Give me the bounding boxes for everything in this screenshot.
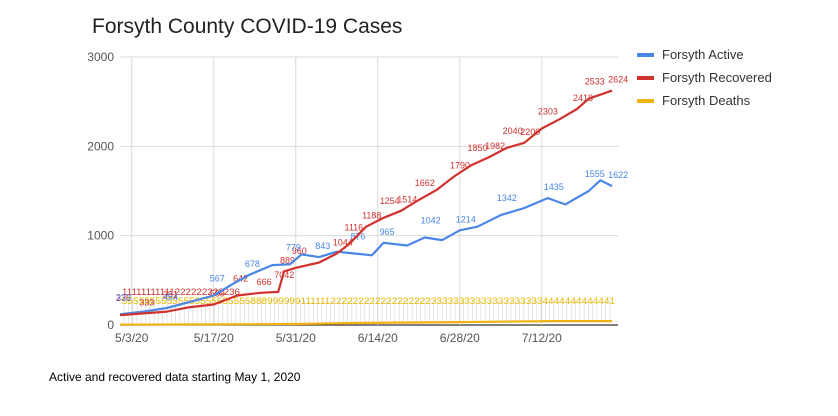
series-line-3 <box>119 320 613 326</box>
data-label: 1188 <box>362 211 381 221</box>
data-label: 889 <box>280 255 295 265</box>
y-tick-label: 1000 <box>87 229 114 243</box>
data-label: 333 <box>116 292 131 302</box>
data-label: 333 <box>139 297 154 307</box>
data-label: 1042 <box>421 215 441 225</box>
data-label: 965 <box>380 227 395 237</box>
data-label: 2303 <box>538 106 558 116</box>
data-label: 1514 <box>397 195 417 205</box>
x-tick-label: 7/12/20 <box>522 331 562 345</box>
data-label: 1435 <box>544 182 564 192</box>
data-label: 1555 <box>585 169 605 179</box>
footnote: Active and recovered data starting May 1… <box>49 370 301 384</box>
data-label: 1622 <box>608 170 628 180</box>
data-label: 7042 <box>274 270 294 280</box>
data-label: 2200 <box>520 127 540 137</box>
data-label: 381 <box>163 290 178 300</box>
x-tick-label: 6/28/20 <box>440 331 480 345</box>
legend-label: Forsyth Deaths <box>662 93 751 108</box>
data-label: 2624 <box>608 75 628 85</box>
grid <box>120 56 618 326</box>
data-label: 1662 <box>415 178 435 188</box>
legend-swatch <box>637 76 654 80</box>
chart-title: Forsyth County COVID-19 Cases <box>92 15 402 38</box>
y-tick-label: 2000 <box>87 139 114 153</box>
data-label: 1214 <box>456 214 476 224</box>
legend-label: Forsyth Active <box>662 47 744 62</box>
data-label: 236 <box>116 293 131 303</box>
data-label: 1342 <box>497 193 517 203</box>
data-label: 666 <box>257 277 272 287</box>
data-label: 1790 <box>450 161 470 171</box>
data-label: 1254 <box>380 196 400 206</box>
axis-ticks: 0 1000 2000 3000 5/3/20 5/17/20 5/31/20 6/14/20… <box>87 50 562 345</box>
legend: Forsyth Active Forsyth Recovered Forsyth D… <box>637 47 772 108</box>
x-tick-label: 5/31/20 <box>276 331 316 345</box>
data-label: 1044 <box>333 238 353 248</box>
data-label: 454 <box>163 292 178 302</box>
data-label: 2418 <box>573 93 593 103</box>
x-tick-label: 5/3/20 <box>115 331 149 345</box>
data-label: 1982 <box>485 141 505 151</box>
legend-label: Forsyth Recovered <box>662 70 772 85</box>
series-line-2 <box>119 89 613 317</box>
series-lines <box>119 89 613 326</box>
data-label: 678 <box>245 259 260 269</box>
x-tick-label: 5/17/20 <box>194 331 234 345</box>
x-tick-label: 6/14/20 <box>358 331 398 345</box>
data-label: 567 <box>210 274 225 284</box>
data-label: 843 <box>315 241 330 251</box>
y-tick-label: 0 <box>107 318 114 332</box>
data-label: 2533 <box>585 77 605 87</box>
y-tick-label: 3000 <box>87 50 114 64</box>
data-label: 1850 <box>468 143 488 153</box>
deaths-data-labels: 5555555555555555555555588899999911111122… <box>122 296 615 307</box>
legend-swatch <box>637 99 654 103</box>
data-label: 960 <box>292 246 307 256</box>
series-line-1 <box>119 179 613 316</box>
legend-swatch <box>637 53 654 57</box>
data-label: 779 <box>286 242 301 252</box>
data-label: 1116 <box>344 223 363 233</box>
data-label: 2040 <box>503 126 523 136</box>
recovered-data-labels: 11111111111222222222236 <box>122 287 240 298</box>
